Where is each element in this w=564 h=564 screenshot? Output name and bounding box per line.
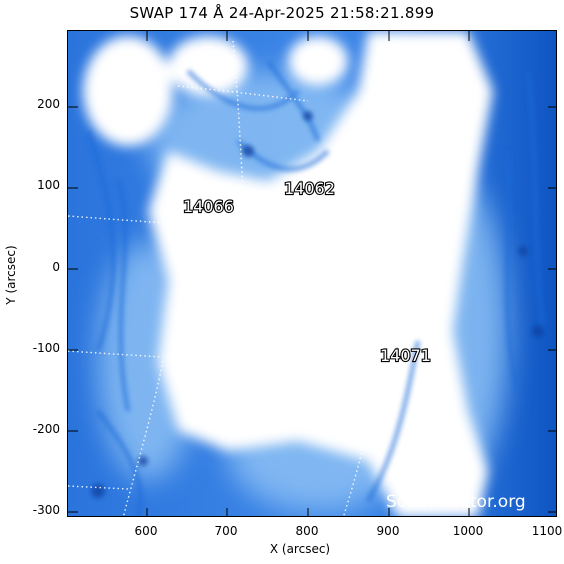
y-tick-label: -300 [32,503,60,517]
x-tick-label: 800 [295,524,319,538]
x-tick-label: 900 [376,524,400,538]
dark-spots [91,111,544,498]
heliographic-grid [68,40,402,516]
active-region-label: 14071 [380,346,431,365]
y-tick-label: 200 [37,97,60,111]
y-tick-label: 100 [37,178,60,192]
active-region-label: 14066 [183,197,234,216]
y-axis-label: Y (arcsec) [4,245,18,305]
image-title: SWAP 174 Å 24-Apr-2025 21:58:21.899 [129,4,435,22]
y-tick-label: -200 [32,422,60,436]
x-tick-label: 1000 [452,524,484,538]
watermark-logo: SolarMonitor.org [386,492,526,512]
x-axis-label: X (arcsec) [269,542,331,556]
euv-image: 14066 14062 14071 SolarMonitor.org [68,31,556,516]
active-region-label: 14062 [284,179,335,198]
axis-ticks [68,31,556,516]
solar-image-panel: 14066 14062 14071 SolarMonitor.org [67,30,557,517]
y-tick-label: -100 [32,341,60,355]
x-tick-label: 600 [134,524,158,538]
coronal-loops [85,59,546,516]
y-tick-label: 0 [52,260,60,274]
x-tick-label: 1100 [531,524,563,538]
x-tick-label: 700 [214,524,238,538]
